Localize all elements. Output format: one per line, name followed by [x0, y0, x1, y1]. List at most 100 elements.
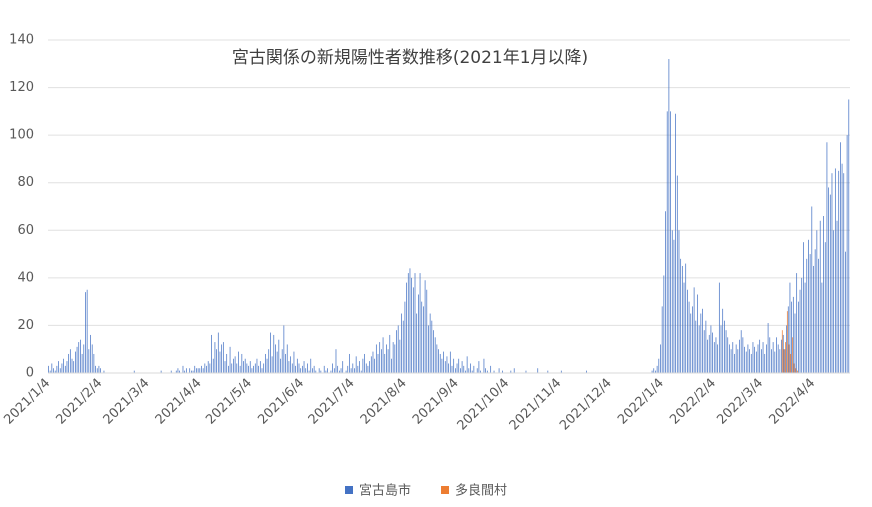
bar [742, 337, 744, 373]
bar [68, 353, 70, 373]
bar [819, 220, 821, 373]
bar [473, 365, 475, 373]
bar [49, 370, 51, 373]
bar [194, 365, 196, 373]
bar [261, 368, 263, 373]
bar [396, 330, 397, 373]
bar [434, 337, 436, 373]
bar [803, 242, 804, 373]
bar [586, 370, 587, 373]
bar [48, 365, 49, 373]
bar [424, 280, 426, 373]
x-tick-label: 2022/4/4 [766, 376, 818, 428]
bar [423, 306, 424, 373]
bar [433, 330, 434, 373]
bar [755, 351, 757, 373]
bar [233, 358, 234, 373]
bar [513, 368, 515, 373]
bar [271, 356, 273, 373]
bar [258, 365, 260, 373]
bar [310, 358, 312, 373]
bar [456, 363, 458, 373]
bar [362, 358, 364, 373]
bar [797, 370, 798, 373]
x-tick-label: 2021/7/4 [306, 376, 358, 428]
bar [498, 368, 500, 373]
bar [85, 292, 86, 373]
bar [449, 351, 451, 373]
bar [90, 334, 91, 373]
bar [843, 173, 845, 373]
bar [451, 365, 453, 373]
bar [705, 320, 707, 373]
bar [653, 368, 655, 373]
bar [840, 142, 841, 373]
bar [338, 370, 340, 373]
bar [776, 337, 777, 373]
bar [431, 320, 433, 373]
bar [401, 313, 402, 373]
bar [86, 289, 88, 373]
bar [238, 351, 239, 373]
bar [386, 344, 387, 373]
bar [750, 353, 752, 373]
bar [407, 273, 409, 373]
bar [724, 320, 725, 373]
bar [69, 349, 71, 373]
bar [757, 344, 759, 373]
bar [254, 363, 256, 373]
bar [244, 358, 246, 373]
bar [848, 99, 850, 373]
bar [367, 365, 369, 373]
bar [426, 289, 428, 373]
bar [377, 353, 379, 373]
bar [59, 368, 61, 373]
bar [184, 370, 186, 373]
bar [788, 344, 790, 373]
bar [779, 349, 781, 373]
bar [708, 334, 710, 373]
bar [439, 353, 441, 373]
bar [769, 337, 771, 373]
bar [300, 368, 302, 373]
bar [485, 368, 486, 373]
bar [697, 294, 698, 373]
bar [229, 346, 231, 373]
bar [382, 337, 384, 373]
bar [814, 249, 816, 373]
bar [325, 370, 327, 373]
bar [796, 273, 798, 373]
bar [222, 342, 224, 373]
bar [332, 363, 333, 373]
bar [661, 306, 663, 373]
bar [845, 251, 846, 373]
bar [698, 325, 700, 373]
bar [399, 339, 401, 373]
bar [702, 308, 703, 373]
bar [525, 370, 527, 373]
bar [663, 275, 665, 373]
bar [357, 365, 359, 373]
bar [478, 361, 480, 373]
bar [727, 337, 729, 373]
bar [290, 356, 291, 373]
bar [83, 344, 85, 373]
bar [313, 365, 315, 373]
x-tick-label: 2021/6/4 [255, 376, 307, 428]
x-tick-label: 2022/3/4 [714, 376, 766, 428]
bar [789, 282, 791, 373]
bar [468, 368, 470, 373]
bar [389, 334, 391, 373]
bar [824, 242, 826, 373]
bar [234, 356, 236, 373]
bar [236, 363, 238, 373]
bar [414, 273, 416, 373]
bar [774, 351, 776, 373]
bar [737, 349, 739, 373]
bar [100, 368, 101, 373]
bar [372, 351, 374, 373]
bar [95, 365, 96, 373]
bar [345, 370, 347, 373]
bar [759, 339, 761, 373]
bar [791, 337, 793, 373]
